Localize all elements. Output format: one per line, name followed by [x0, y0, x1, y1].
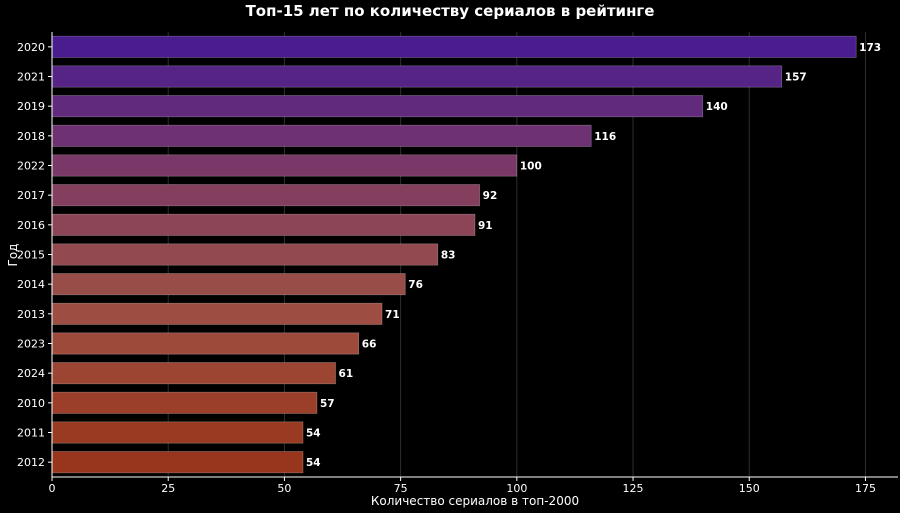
bar-value-label: 54 — [306, 428, 321, 440]
bar-value-label: 57 — [320, 398, 335, 410]
x-tick-label: 75 — [394, 482, 408, 495]
bars: 173 157 140 116 100 92 91 83 76 71 66 61 57 54 54 — [51, 35, 881, 474]
y-tick-label: 2021 — [17, 71, 45, 84]
y-tick-label: 2013 — [17, 308, 45, 321]
y-tick-label: 2017 — [17, 189, 45, 202]
bar — [51, 213, 476, 236]
chart-title: Топ-15 лет по количеству сериалов в рейт… — [245, 2, 655, 20]
bar-value-label: 71 — [385, 309, 400, 321]
bar-value-label: 140 — [706, 101, 728, 113]
bar-value-label: 61 — [339, 368, 354, 380]
y-tick-label: 2014 — [17, 278, 45, 291]
x-axis-label: Количество сериалов в топ-2000 — [370, 494, 580, 508]
bar-value-label: 91 — [478, 220, 493, 232]
bar — [51, 362, 336, 385]
bar-value-label: 83 — [441, 250, 456, 262]
axes: 0 25 50 75 100 125 150 175 2020 2021 2019 2018 2022 2… — [17, 32, 898, 495]
bar-value-label: 54 — [306, 457, 321, 469]
y-tick-label: 2023 — [17, 338, 45, 351]
y-tick-label: 2019 — [17, 100, 45, 113]
bar — [51, 35, 857, 58]
bar-value-label: 100 — [520, 161, 542, 173]
bar — [51, 154, 518, 177]
x-tick-label: 125 — [623, 482, 644, 495]
bar-value-label: 157 — [785, 72, 807, 84]
y-tick-label: 2022 — [17, 160, 45, 173]
bar — [51, 95, 704, 118]
bar — [51, 65, 783, 88]
bar — [51, 391, 318, 414]
bar — [51, 451, 304, 474]
y-tick-label: 2011 — [17, 427, 45, 440]
bar — [51, 273, 406, 296]
y-tick-label: 2016 — [17, 219, 45, 232]
x-tick-label: 25 — [161, 482, 175, 495]
x-tick-label: 50 — [277, 482, 291, 495]
y-tick-label: 2020 — [17, 41, 45, 54]
x-tick-label: 100 — [506, 482, 527, 495]
y-tick-label: 2018 — [17, 130, 45, 143]
x-tick-label: 150 — [739, 482, 760, 495]
bar — [51, 124, 592, 147]
y-tick-label: 2015 — [17, 249, 45, 262]
y-tick-label: 2024 — [17, 367, 45, 380]
bar — [51, 243, 439, 266]
bar-value-label: 116 — [594, 131, 616, 143]
x-tick-label: 175 — [855, 482, 876, 495]
bar — [51, 302, 383, 325]
x-tick-label: 0 — [49, 482, 56, 495]
bar-value-label: 66 — [362, 339, 377, 351]
bar-value-label: 173 — [859, 42, 881, 54]
y-tick-label: 2012 — [17, 456, 45, 469]
bar — [51, 421, 304, 444]
bar-value-label: 76 — [408, 279, 423, 291]
bar-value-label: 92 — [483, 190, 498, 202]
bar — [51, 332, 360, 355]
bar — [51, 184, 480, 207]
y-tick-label: 2010 — [17, 397, 45, 410]
